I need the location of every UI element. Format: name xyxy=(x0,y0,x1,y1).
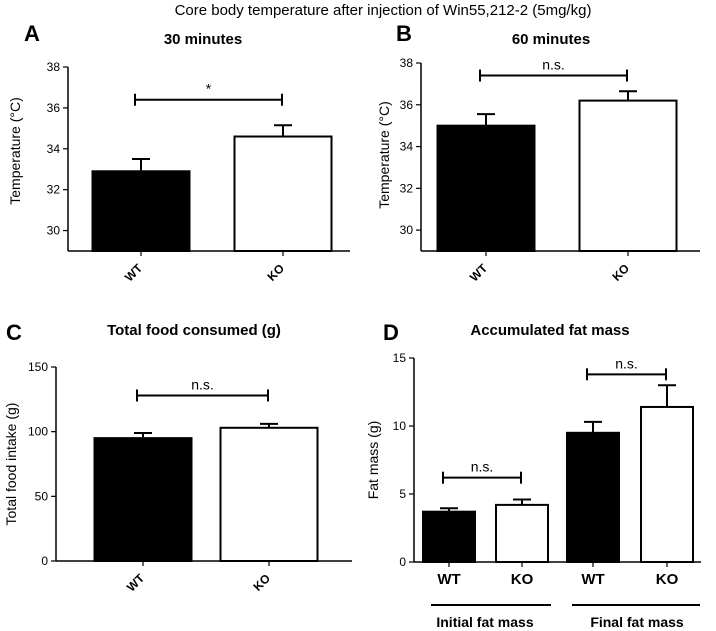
y-tick-label: 34 xyxy=(400,140,414,154)
category-label: KO xyxy=(609,261,632,284)
y-tick-label: 30 xyxy=(47,224,61,238)
bar-wt xyxy=(91,170,191,252)
y-tick-label: 38 xyxy=(400,56,414,70)
significance-label: n.s. xyxy=(542,57,565,73)
y-tick-label: 32 xyxy=(400,181,414,195)
panel-c-letter: C xyxy=(6,320,22,345)
group-labels: Initial fat mass Final fat mass xyxy=(431,604,700,630)
significance-label: n.s. xyxy=(191,376,214,392)
bar-wt xyxy=(93,437,193,562)
panel-a-title: 30 minutes xyxy=(164,31,242,48)
y-tick-label: 0 xyxy=(399,555,406,569)
y-tick-label: 38 xyxy=(47,60,61,74)
bar-wt xyxy=(566,431,620,563)
y-tick-label: 50 xyxy=(35,489,49,503)
category-label: KO xyxy=(264,261,287,284)
panel-a-letter: A xyxy=(24,21,40,46)
panel-d-letter: D xyxy=(383,320,399,345)
y-tick-label: 34 xyxy=(47,142,61,156)
y-tick-label: 150 xyxy=(28,360,48,374)
bar-ko xyxy=(578,99,678,252)
y-tick-label: 5 xyxy=(399,487,406,501)
panel-b: B 60 minutes 30 32 34 36 38 Temperature (°C) W… xyxy=(376,21,700,284)
group-label-final: Final fat mass xyxy=(590,614,684,630)
y-axis-label: Temperature (°C) xyxy=(376,101,392,209)
bar-ko xyxy=(219,426,319,562)
panel-a: A 30 minutes 30 32 34 36 38 Temperature (°C) W… xyxy=(7,21,350,284)
category-label: KO xyxy=(656,571,679,588)
y-tick-label: 100 xyxy=(28,425,48,439)
significance-label: n.s. xyxy=(471,459,494,475)
significance-label: * xyxy=(206,81,212,97)
y-tick-label: 30 xyxy=(400,223,414,237)
panel-d-title: Accumulated fat mass xyxy=(470,322,629,339)
bar-wt xyxy=(422,510,476,563)
y-axis-label: Temperature (°C) xyxy=(7,97,23,205)
y-tick-label: 32 xyxy=(47,183,61,197)
group-label-initial: Initial fat mass xyxy=(436,614,533,630)
bar-wt xyxy=(436,124,536,252)
significance-label: n.s. xyxy=(615,355,638,371)
y-tick-label: 10 xyxy=(393,419,407,433)
category-label: KO xyxy=(511,571,534,588)
y-axis-label: Fat mass (g) xyxy=(365,421,381,500)
category-label: WT xyxy=(437,571,460,588)
bar-ko xyxy=(495,503,549,564)
y-tick-label: 0 xyxy=(41,554,48,568)
y-tick-label: 15 xyxy=(393,351,407,365)
category-label: KO xyxy=(250,571,273,594)
figure-title: Core body temperature after injection of… xyxy=(175,2,592,19)
panel-c-title: Total food consumed (g) xyxy=(107,322,281,339)
category-label: WT xyxy=(122,261,146,285)
bar-ko xyxy=(640,405,694,563)
y-tick-label: 36 xyxy=(400,98,414,112)
panel-b-letter: B xyxy=(396,21,412,46)
category-label: WT xyxy=(467,261,491,285)
bar-ko xyxy=(233,135,333,252)
category-label: WT xyxy=(581,571,604,588)
panel-d: D Accumulated fat mass Initial fat mass … xyxy=(365,320,701,630)
panel-b-title: 60 minutes xyxy=(512,31,590,48)
panel-c: C Total food consumed (g) 0 50 100 150 Total… xyxy=(3,320,352,594)
y-axis-label: Total food intake (g) xyxy=(3,403,19,526)
y-tick-label: 36 xyxy=(47,101,61,115)
category-label: WT xyxy=(124,571,148,595)
